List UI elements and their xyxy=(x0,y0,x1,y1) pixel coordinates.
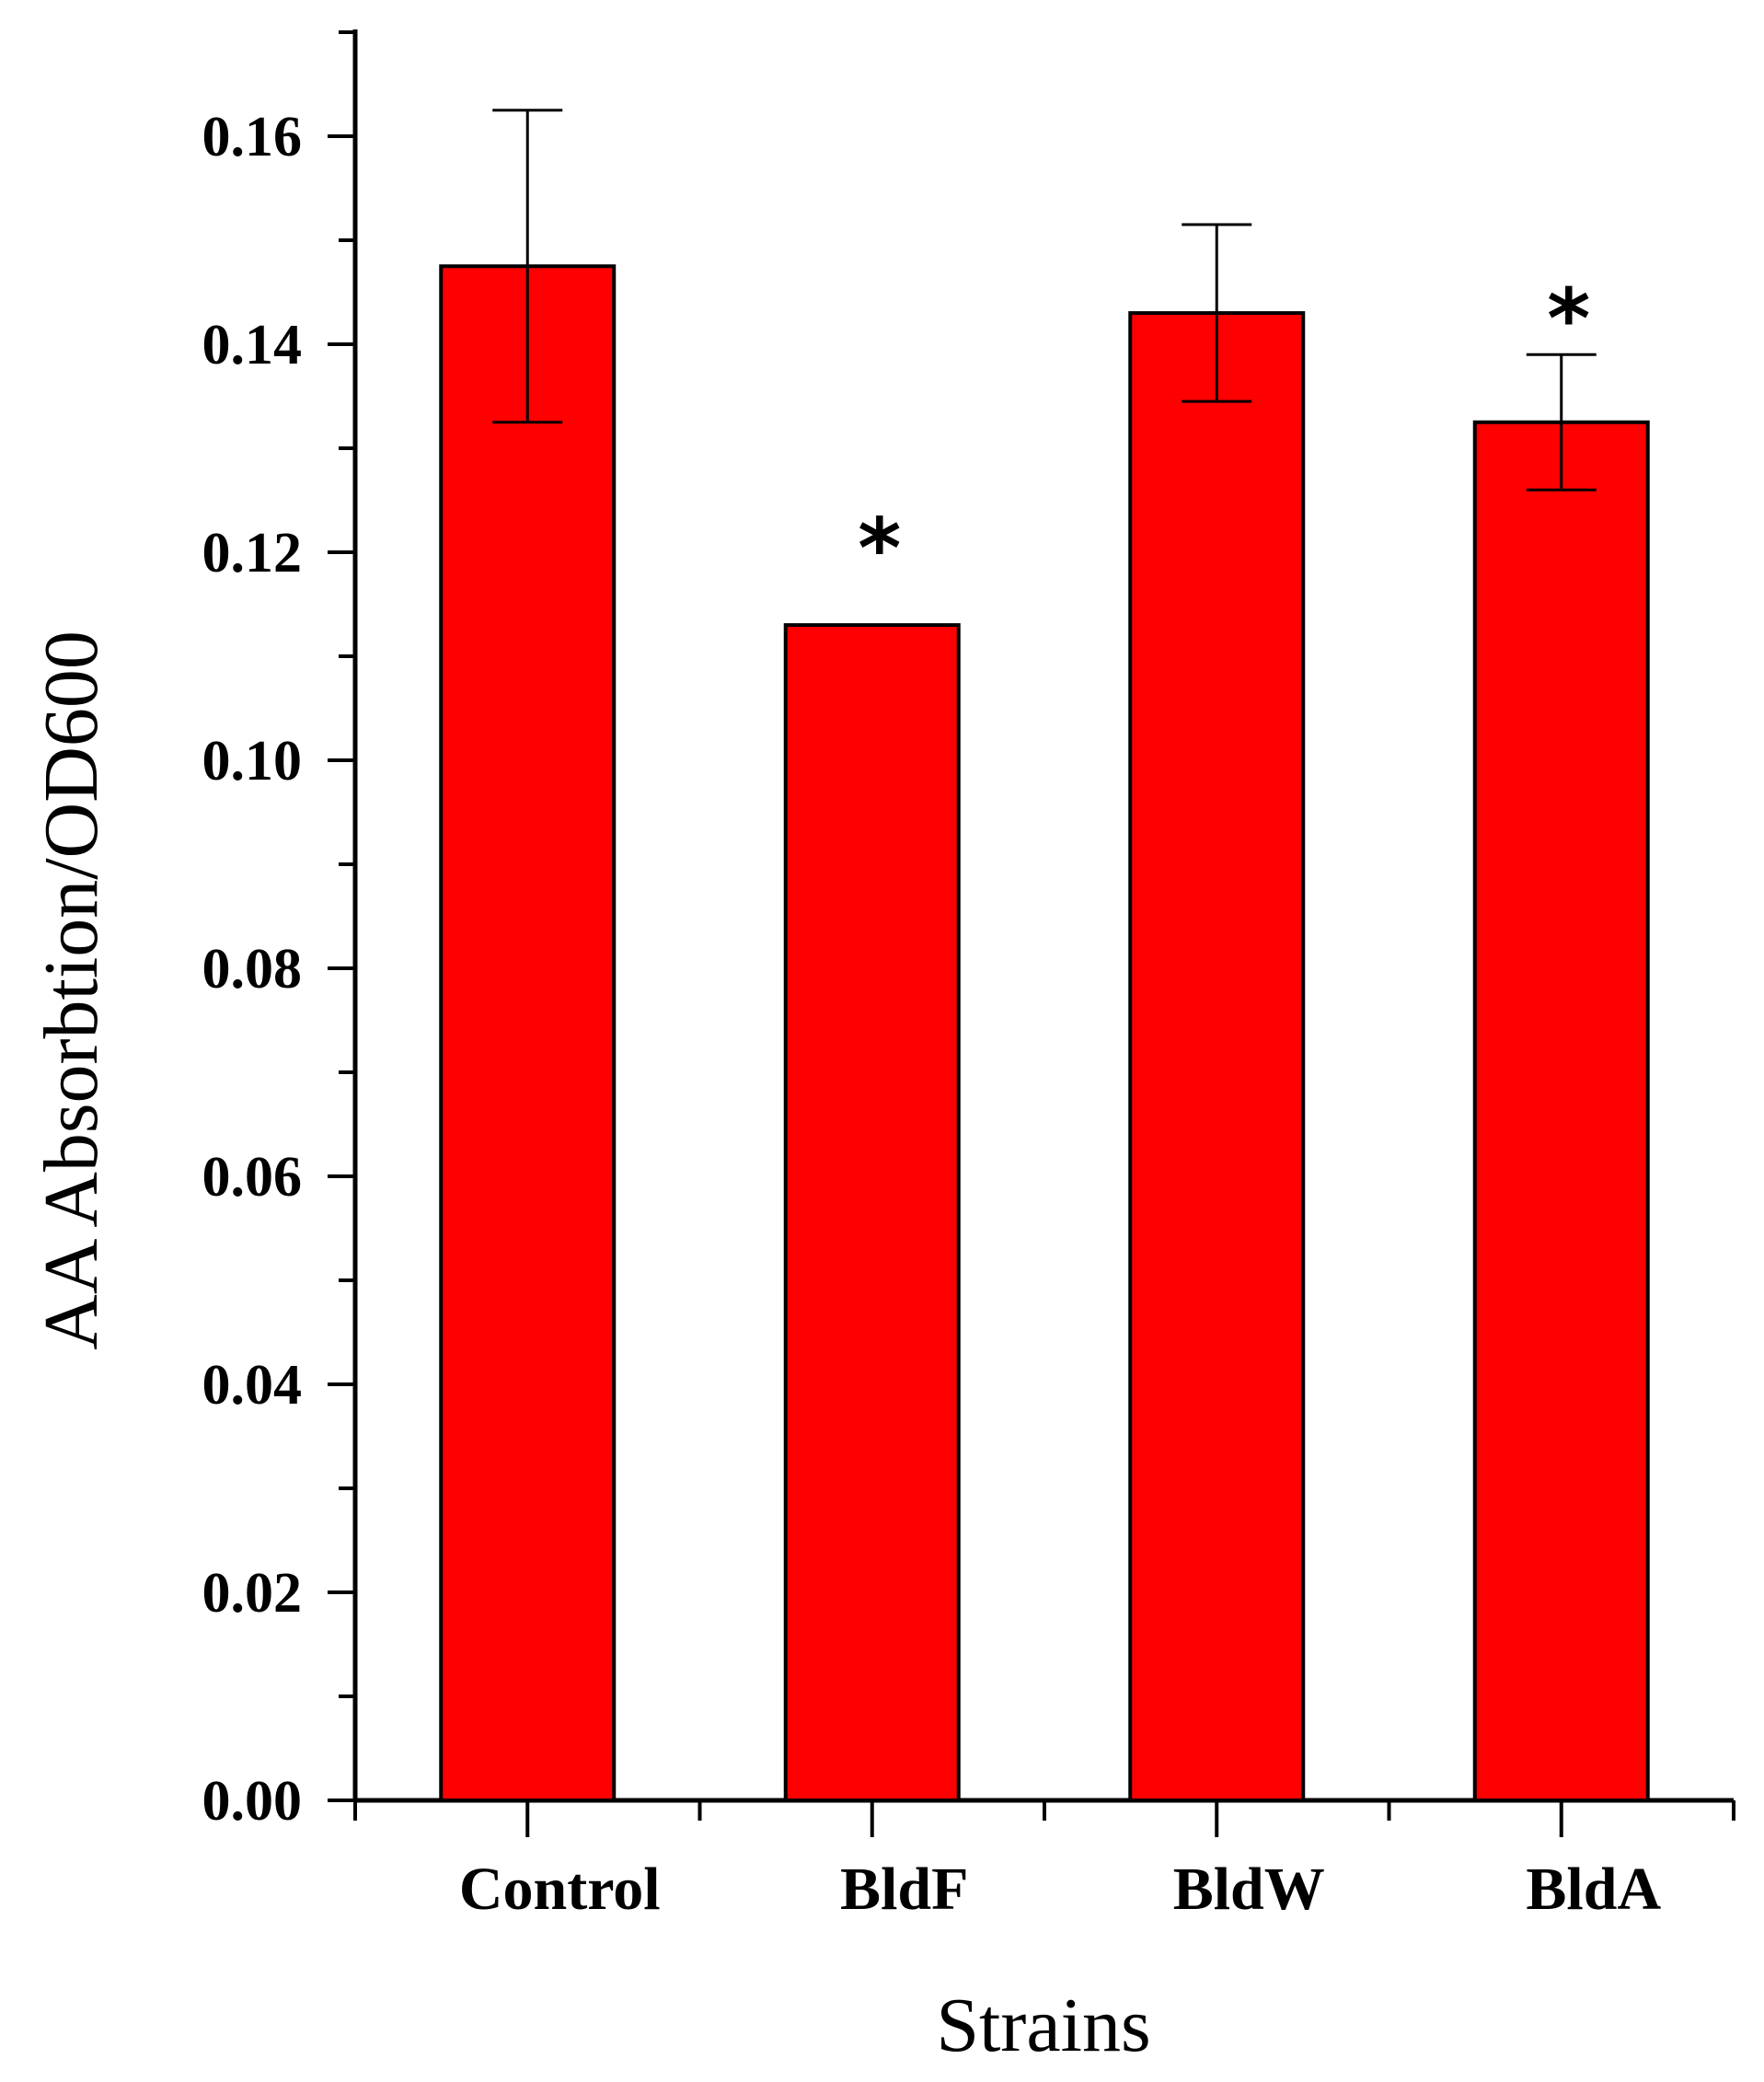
bar-bldf xyxy=(783,623,961,1802)
plot-area: 0.00 0.02 0.04 0.06 0.08 0.10 0.12 0.14 0.16 Cont… xyxy=(202,29,1735,1923)
y-axis-title: AA Absorbtion/OD600 xyxy=(29,630,114,1350)
x-tick-label-bldf: BldF xyxy=(840,1856,968,1923)
bar-bldw xyxy=(1128,311,1306,1803)
y-tick-label: 0.06 xyxy=(202,1146,303,1209)
x-tick-label-control: Control xyxy=(459,1856,661,1923)
y-tick-label: 0.02 xyxy=(202,1562,303,1625)
y-tick-label: 0.00 xyxy=(202,1770,303,1833)
y-tick-label: 0.14 xyxy=(202,314,303,376)
x-axis-title: Strains xyxy=(936,1983,1150,2068)
y-tick-label: 0.10 xyxy=(202,730,303,792)
significance-mark-blda: * xyxy=(1547,271,1590,367)
y-tick-label: 0.04 xyxy=(202,1354,303,1417)
x-tick-label-bldw: BldW xyxy=(1173,1856,1325,1923)
y-tick-label: 0.08 xyxy=(202,938,303,1001)
y-tick-label: 0.12 xyxy=(202,522,303,584)
y-tick-label: 0.16 xyxy=(202,106,303,168)
bar-control xyxy=(439,264,617,1802)
significance-mark-bldf: * xyxy=(858,501,901,597)
bar-blda xyxy=(1472,420,1650,1802)
x-tick-label-blda: BldA xyxy=(1526,1856,1661,1923)
